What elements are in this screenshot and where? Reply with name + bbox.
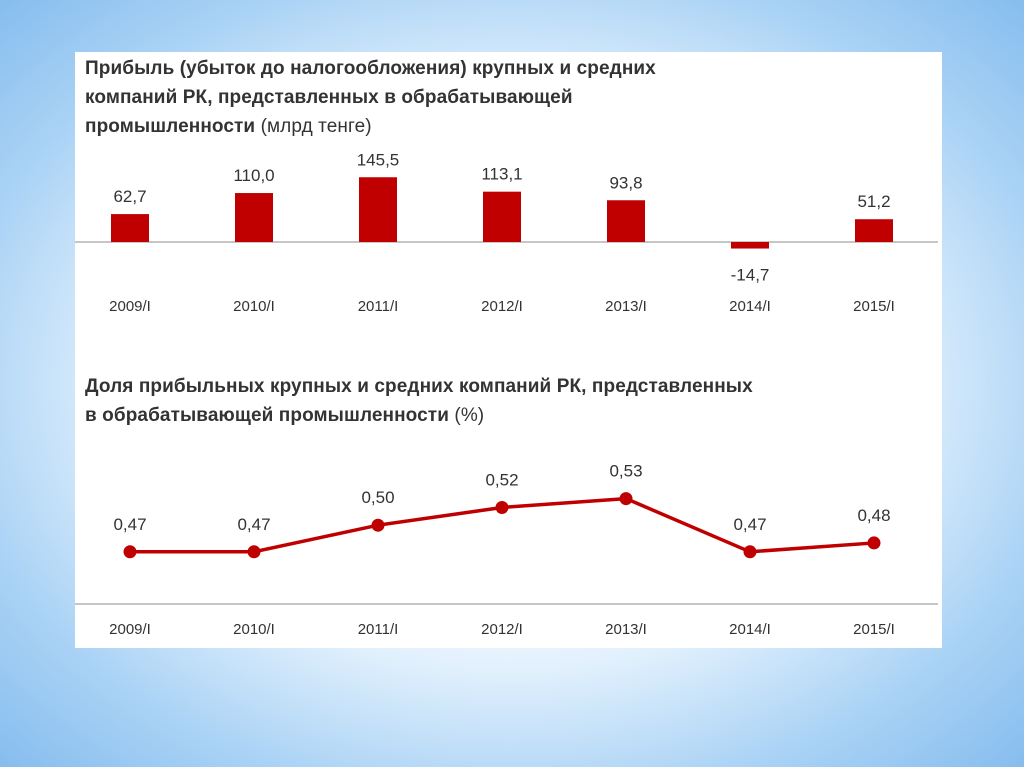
line-x-tick-label: 2014/I bbox=[729, 621, 771, 638]
line-value-label: 0,47 bbox=[733, 515, 766, 534]
bar-value-label: -14,7 bbox=[731, 266, 770, 285]
bar-x-tick-label: 2014/I bbox=[729, 298, 771, 315]
line-x-tick-label: 2013/I bbox=[605, 621, 647, 638]
line-point-2009/I bbox=[123, 545, 137, 559]
line-point-2014/I bbox=[743, 545, 757, 559]
line-x-tick-label: 2012/I bbox=[481, 621, 523, 638]
line-point-2012/I bbox=[495, 500, 509, 514]
bar-value-label: 113,1 bbox=[481, 165, 522, 184]
line-point-2010/I bbox=[247, 545, 261, 559]
bar-x-tick-label: 2010/I bbox=[233, 298, 275, 315]
line-chart: 0,47 2009/I 0,47 2010/I 0,50 2011/I 0,52 2012/I… bbox=[75, 462, 938, 638]
bar-chart-title: Прибыль (убыток до налогообложения) круп… bbox=[85, 54, 735, 141]
bar-chart: 62,7 2009/I 110,0 2010/I 145,5 2011/I 113,1 201… bbox=[75, 150, 938, 315]
line-x-tick-label: 2015/I bbox=[853, 621, 895, 638]
bar-x-tick-label: 2015/I bbox=[853, 298, 895, 315]
bar-2013/I bbox=[607, 200, 645, 242]
line-x-tick-label: 2009/I bbox=[109, 621, 151, 638]
line-value-label: 0,47 bbox=[113, 515, 146, 534]
line-point-2013/I bbox=[619, 492, 633, 506]
bar-chart-title-unit: (млрд тенге) bbox=[260, 116, 372, 137]
bar-2011/I bbox=[359, 177, 397, 242]
line-point-2015/I bbox=[867, 536, 881, 550]
bar-value-label: 110,0 bbox=[233, 166, 274, 185]
bar-2009/I bbox=[111, 214, 149, 242]
bar-chart-title-text: Прибыль (убыток до налогообложения) круп… bbox=[85, 58, 656, 137]
bar-2015/I bbox=[855, 219, 893, 242]
line-x-tick-label: 2011/I bbox=[358, 621, 399, 638]
bar-value-label: 62,7 bbox=[113, 187, 146, 206]
line-value-label: 0,48 bbox=[857, 506, 890, 525]
bar-x-tick-label: 2009/I bbox=[109, 298, 151, 315]
line-x-tick-label: 2010/I bbox=[233, 621, 275, 638]
line-value-label: 0,50 bbox=[361, 488, 394, 507]
line-chart-title-text: Доля прибыльных крупных и средних компан… bbox=[85, 376, 753, 426]
bar-x-tick-label: 2012/I bbox=[481, 298, 523, 315]
bar-value-label: 93,8 bbox=[609, 173, 642, 192]
bar-x-tick-label: 2013/I bbox=[605, 298, 647, 315]
bar-2010/I bbox=[235, 193, 273, 242]
line-value-label: 0,53 bbox=[609, 462, 642, 481]
line-value-label: 0,52 bbox=[485, 470, 518, 489]
line-point-2011/I bbox=[371, 518, 385, 532]
line-value-label: 0,47 bbox=[237, 515, 270, 534]
bar-value-label: 145,5 bbox=[357, 150, 400, 169]
bar-x-tick-label: 2011/I bbox=[358, 298, 399, 315]
bar-value-label: 51,2 bbox=[857, 192, 890, 211]
line-chart-title: Доля прибыльных крупных и средних компан… bbox=[85, 372, 765, 430]
bar-2014/I bbox=[731, 242, 769, 249]
line-chart-title-unit: (%) bbox=[454, 405, 485, 426]
bar-2012/I bbox=[483, 191, 521, 242]
chart-panel: Прибыль (убыток до налогообложения) круп… bbox=[75, 52, 942, 648]
